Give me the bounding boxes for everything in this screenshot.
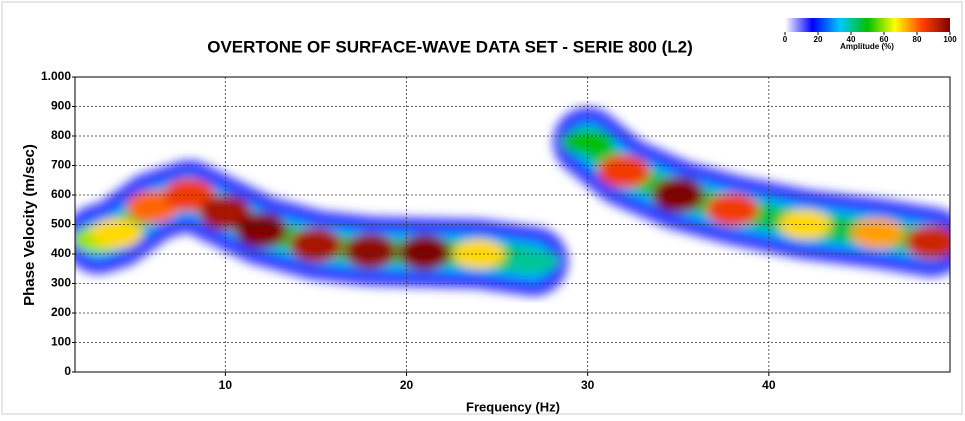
ridge-peak [235, 212, 288, 249]
colorbar-tick-label: 0 [783, 35, 788, 44]
x-tick-label: 30 [581, 378, 595, 392]
ridge-peak [452, 239, 505, 269]
y-tick-label: 200 [51, 305, 71, 319]
ridge-peak [905, 225, 950, 260]
colorbar-tick-label: 40 [847, 35, 856, 44]
ridge-peak [851, 217, 904, 249]
y-tick-label: 400 [51, 246, 71, 260]
y-tick-label: 900 [51, 99, 71, 113]
colorbar-tick-label: 80 [913, 35, 922, 44]
plot-area [75, 106, 950, 297]
ridge-peak [706, 193, 759, 227]
y-tick-label: 1.000 [41, 69, 71, 83]
colorbar-label: Amplitude (%) [840, 42, 894, 51]
y-tick-label: 500 [51, 217, 71, 231]
y-tick-label: 0 [64, 364, 71, 378]
ridge-peak [398, 234, 451, 271]
plot-border [74, 76, 951, 373]
ridge-peak [344, 233, 397, 269]
chart-title: OVERTONE OF SURFACE-WAVE DATA SET - SERI… [207, 37, 693, 56]
colorbar-tick-label: 100 [943, 35, 957, 44]
x-tick-label: 40 [762, 378, 776, 392]
ridge-peak [597, 154, 650, 188]
ridge-peak [507, 249, 560, 274]
colorbar [785, 18, 950, 32]
y-tick-label: 700 [51, 158, 71, 172]
ridge-peak [289, 227, 342, 263]
y-axis-label: Phase Velocity (m/sec) [21, 144, 38, 306]
ridge-peak [652, 177, 705, 213]
x-tick-label: 10 [219, 378, 233, 392]
y-tick-label: 100 [51, 335, 71, 349]
ridge-peak [199, 195, 252, 231]
ridge-peak [90, 218, 143, 249]
x-axis-label: Frequency (Hz) [466, 399, 560, 414]
x-tick-label: 20 [400, 378, 414, 392]
colorbar-tick-label: 60 [880, 35, 889, 44]
ridge-peak [163, 178, 216, 212]
ridge-peak [779, 209, 832, 240]
axes: 0 100 200 300 400 500 600 700 800 900 1.000 10 20 30 4… [41, 69, 951, 392]
y-tick-label: 800 [51, 128, 71, 142]
y-tick-label: 600 [51, 187, 71, 201]
energy-field [75, 106, 950, 297]
y-tick-label: 300 [51, 276, 71, 290]
colorbar-tick-label: 20 [814, 35, 823, 44]
